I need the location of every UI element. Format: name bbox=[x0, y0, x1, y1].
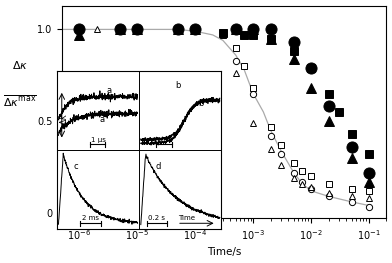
Text: 1 µs: 1 µs bbox=[91, 136, 105, 143]
Text: b: b bbox=[175, 81, 181, 90]
Text: b': b' bbox=[198, 99, 206, 108]
Text: $\overline{\Delta\kappa^{\rm max}}$: $\overline{\Delta\kappa^{\rm max}}$ bbox=[3, 94, 37, 109]
Text: a': a' bbox=[100, 114, 107, 124]
Text: $\Delta\kappa$: $\Delta\kappa$ bbox=[12, 59, 28, 71]
Text: Time: Time bbox=[178, 215, 195, 221]
Text: 0.2 s: 0.2 s bbox=[148, 215, 165, 221]
Text: $\Delta K$: $\Delta K$ bbox=[58, 112, 69, 125]
Text: d: d bbox=[156, 162, 161, 171]
X-axis label: Time/s: Time/s bbox=[207, 247, 241, 257]
Text: a: a bbox=[106, 86, 111, 95]
Text: 2 ms: 2 ms bbox=[82, 215, 99, 221]
Text: c: c bbox=[73, 162, 78, 171]
Text: 1 µs: 1 µs bbox=[157, 136, 172, 143]
